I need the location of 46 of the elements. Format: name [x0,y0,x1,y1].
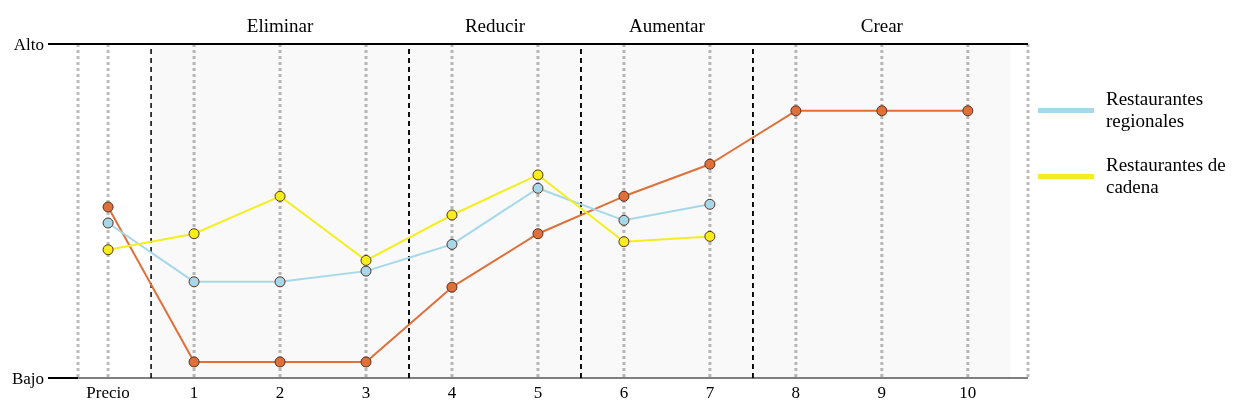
point [274,190,286,202]
point [446,209,458,221]
point [790,105,802,117]
point [360,265,372,277]
point [188,228,200,240]
band-label: Crear [860,15,904,36]
point [102,244,114,256]
point [102,217,114,229]
text: Alto [13,35,44,54]
x-tick-label: 5 [533,383,543,403]
x-tick-label: Precio [86,383,130,403]
legend-label: Restaurantes regionales [1106,88,1205,132]
point [704,158,716,170]
point [962,105,974,117]
x-tick-label: 7 [705,383,715,403]
x-tick-label: 6 [619,383,629,403]
point [532,228,544,240]
band-label: Aumentar [628,15,706,36]
point [532,169,544,181]
x-tick-label: 10 [959,383,977,403]
point [618,236,630,248]
point [188,356,200,368]
point [188,276,200,288]
point [704,198,716,210]
point [274,276,286,288]
x-tick-label: 1 [189,383,199,403]
point [102,201,114,213]
point [618,214,630,226]
band-label: Eliminar [246,15,314,36]
band-label: Reducir [464,15,526,36]
x-tick-label: 2 [275,383,285,403]
point [704,230,716,242]
legend-label: Restaurantes de cadena [1106,154,1226,198]
x-tick-label: 4 [447,383,457,403]
point [274,356,286,368]
x-tick-label: 3 [361,383,371,403]
point [446,281,458,293]
point [618,190,630,202]
point [876,105,888,117]
point [360,254,372,266]
point [446,238,458,250]
point [360,356,372,368]
point [532,182,544,194]
x-tick-label: 9 [877,383,887,403]
text: Bajo [11,369,44,388]
x-tick-label: 8 [791,383,801,403]
